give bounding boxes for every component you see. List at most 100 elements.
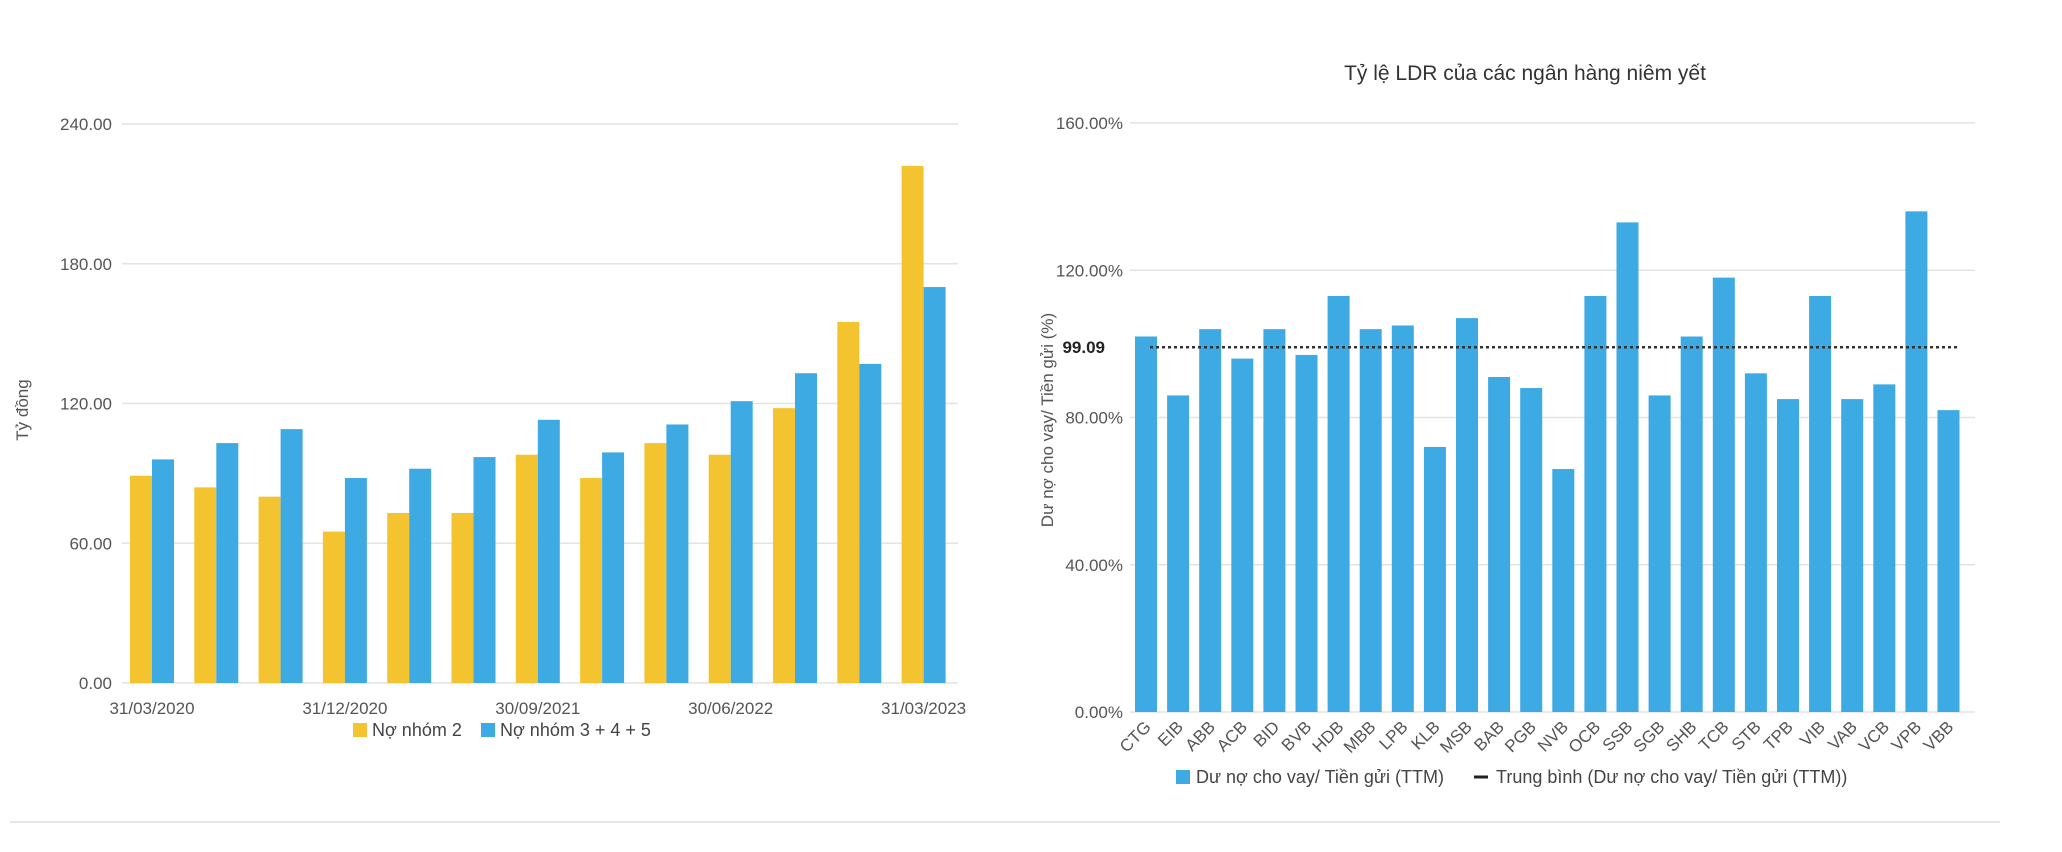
bar-ldr-acb bbox=[1231, 358, 1254, 712]
bar-n-nh-m-3-4-5-31-03-2022 bbox=[666, 424, 689, 683]
bar-n-nh-m-3-4-5-31-12-2021 bbox=[602, 452, 625, 683]
bar-n-nh-m-3-4-5-30-06-2020 bbox=[216, 443, 239, 683]
bar-n-nh-m-3-4-5-30-06-2021 bbox=[473, 457, 496, 683]
left-ylabel: Tỷ đồng bbox=[13, 379, 32, 440]
right-x-tick-label: VBB bbox=[1920, 717, 1957, 754]
bar-ldr-abb bbox=[1199, 329, 1222, 712]
right-x-tick-label: LPB bbox=[1375, 717, 1411, 753]
legend-label-no-nhom-345: Nợ nhóm 3 + 4 + 5 bbox=[500, 720, 651, 740]
bar-ldr-nvb bbox=[1552, 469, 1575, 712]
right-bars bbox=[1135, 211, 1960, 713]
bar-n-nh-m-3-4-5-31-03-2023 bbox=[923, 287, 946, 683]
legend-label-average: Trung bình (Dư nợ cho vay/ Tiền gửi (TTM… bbox=[1496, 767, 1847, 787]
bar-ldr-ssb bbox=[1616, 222, 1639, 713]
right-gridlines: 0.00% 40.00% 80.00% 120.00% 160.00% bbox=[1056, 114, 1975, 722]
right-y-tick-label: 80.00% bbox=[1065, 409, 1123, 428]
bar-n-nh-m-2-31-03-2021 bbox=[387, 512, 410, 683]
bar-ldr-bab bbox=[1488, 377, 1511, 712]
right-x-tick-label: VAB bbox=[1824, 717, 1861, 754]
right-x-tick-label: ACB bbox=[1213, 717, 1251, 755]
bar-n-nh-m-2-30-09-2020 bbox=[258, 496, 281, 683]
right-x-tick-label: MBB bbox=[1340, 717, 1379, 756]
bar-n-nh-m-2-30-09-2021 bbox=[515, 454, 538, 683]
left-legend: Nợ nhóm 2 Nợ nhóm 3 + 4 + 5 bbox=[353, 720, 651, 740]
right-legend: Dư nợ cho vay/ Tiền gửi (TTM) Trung bình… bbox=[1176, 767, 1847, 787]
right-x-tick-label: ABB bbox=[1182, 717, 1219, 754]
left-y-tick-label: 180.00 bbox=[60, 255, 112, 274]
bar-ldr-stb bbox=[1744, 373, 1767, 712]
bar-n-nh-m-2-30-06-2022 bbox=[708, 454, 731, 683]
left-y-tick-label: 240.00 bbox=[60, 115, 112, 134]
bar-n-nh-m-2-30-06-2021 bbox=[451, 512, 474, 683]
bar-n-nh-m-3-4-5-30-06-2022 bbox=[730, 401, 753, 683]
average-label: 99.09 bbox=[1062, 338, 1105, 357]
right-x-tick-label: OCB bbox=[1565, 717, 1604, 756]
right-y-tick-label: 40.00% bbox=[1065, 556, 1123, 575]
right-x-tick-label: SGB bbox=[1630, 717, 1669, 756]
right-x-tick-label: SSB bbox=[1599, 717, 1636, 754]
right-x-tick-label: VPB bbox=[1888, 717, 1925, 754]
bar-n-nh-m-3-4-5-31-03-2021 bbox=[409, 468, 432, 683]
bar-ldr-ocb bbox=[1584, 296, 1607, 712]
bar-ldr-mbb bbox=[1359, 329, 1382, 712]
bar-n-nh-m-3-4-5-31-03-2020 bbox=[152, 459, 174, 683]
bar-n-nh-m-3-4-5-30-09-2021 bbox=[537, 419, 560, 683]
right-x-tick-label: PGB bbox=[1501, 717, 1540, 756]
right-average: 99.09 bbox=[1062, 338, 1960, 357]
right-y-tick-label: 0.00% bbox=[1075, 703, 1123, 722]
right-x-tick-label: CTG bbox=[1116, 717, 1155, 756]
bar-ldr-ctg bbox=[1135, 336, 1157, 712]
bar-n-nh-m-3-4-5-31-12-2020 bbox=[344, 478, 367, 683]
legend-swatch-no-nhom-345 bbox=[481, 723, 495, 737]
bar-ldr-bid bbox=[1263, 329, 1286, 712]
bar-n-nh-m-2-31-12-2021 bbox=[580, 478, 603, 683]
left-x-tick-labels: 31/03/2020 31/12/2020 30/09/2021 30/06/2022… bbox=[109, 699, 966, 718]
right-x-tick-label: VCB bbox=[1855, 717, 1893, 755]
right-y-tick-label: 160.00% bbox=[1056, 114, 1123, 133]
legend-swatch-ldr bbox=[1176, 770, 1190, 784]
right-x-tick-label: TPB bbox=[1760, 717, 1797, 754]
left-x-tick-label: 31/03/2023 bbox=[881, 699, 966, 718]
bar-n-nh-m-3-4-5-30-09-2022 bbox=[795, 373, 817, 683]
bar-ldr-lpb bbox=[1391, 325, 1414, 712]
bar-ldr-vib bbox=[1809, 296, 1832, 712]
right-x-tick-label: EIB bbox=[1154, 717, 1187, 750]
left-y-tick-label: 120.00 bbox=[60, 395, 112, 414]
bar-ldr-msb bbox=[1456, 318, 1478, 712]
right-chart-title: Tỷ lệ LDR của các ngân hàng niêm yết bbox=[1344, 62, 1706, 85]
legend-swatch-no-nhom-2 bbox=[353, 723, 367, 737]
bar-ldr-hdb bbox=[1327, 296, 1350, 712]
bar-n-nh-m-2-31-03-2022 bbox=[644, 443, 667, 683]
right-x-tick-label: BID bbox=[1250, 717, 1283, 750]
legend-label-ldr: Dư nợ cho vay/ Tiền gửi (TTM) bbox=[1196, 767, 1444, 787]
right-x-tick-label: BVB bbox=[1278, 717, 1315, 754]
right-x-tick-label: TCB bbox=[1695, 717, 1732, 754]
bar-ldr-tpb bbox=[1777, 399, 1799, 712]
bar-ldr-tcb bbox=[1712, 277, 1735, 712]
left-x-tick-label: 30/09/2021 bbox=[495, 699, 580, 718]
bar-ldr-eib bbox=[1167, 395, 1190, 712]
right-x-tick-label: BAB bbox=[1470, 717, 1507, 754]
right-x-tick-label: NVB bbox=[1534, 717, 1572, 755]
legend-label-no-nhom-2: Nợ nhóm 2 bbox=[372, 720, 462, 740]
right-x-tick-label: KLB bbox=[1408, 717, 1444, 753]
bar-n-nh-m-3-4-5-30-09-2020 bbox=[280, 429, 303, 683]
bar-ldr-sgb bbox=[1648, 395, 1671, 712]
left-y-tick-label: 60.00 bbox=[69, 534, 112, 553]
right-chart: Tỷ lệ LDR của các ngân hàng niêm yết Dư … bbox=[1038, 62, 1975, 787]
right-x-tick-label: SHB bbox=[1662, 717, 1700, 755]
right-x-tick-label: STB bbox=[1728, 717, 1765, 754]
left-bars bbox=[130, 165, 946, 684]
bar-n-nh-m-2-30-09-2022 bbox=[773, 408, 795, 683]
bar-n-nh-m-2-30-06-2020 bbox=[194, 487, 217, 683]
bar-ldr-vbb bbox=[1937, 410, 1960, 712]
bar-n-nh-m-2-31-03-2023 bbox=[901, 165, 924, 684]
bar-ldr-vab bbox=[1841, 399, 1864, 712]
bar-ldr-klb bbox=[1423, 446, 1446, 712]
bar-ldr-vcb bbox=[1873, 384, 1896, 712]
bar-ldr-bvb bbox=[1295, 354, 1318, 712]
right-y-tick-label: 120.00% bbox=[1056, 261, 1123, 280]
right-x-tick-label: VIB bbox=[1796, 717, 1829, 750]
left-y-tick-label: 0.00 bbox=[79, 674, 112, 693]
